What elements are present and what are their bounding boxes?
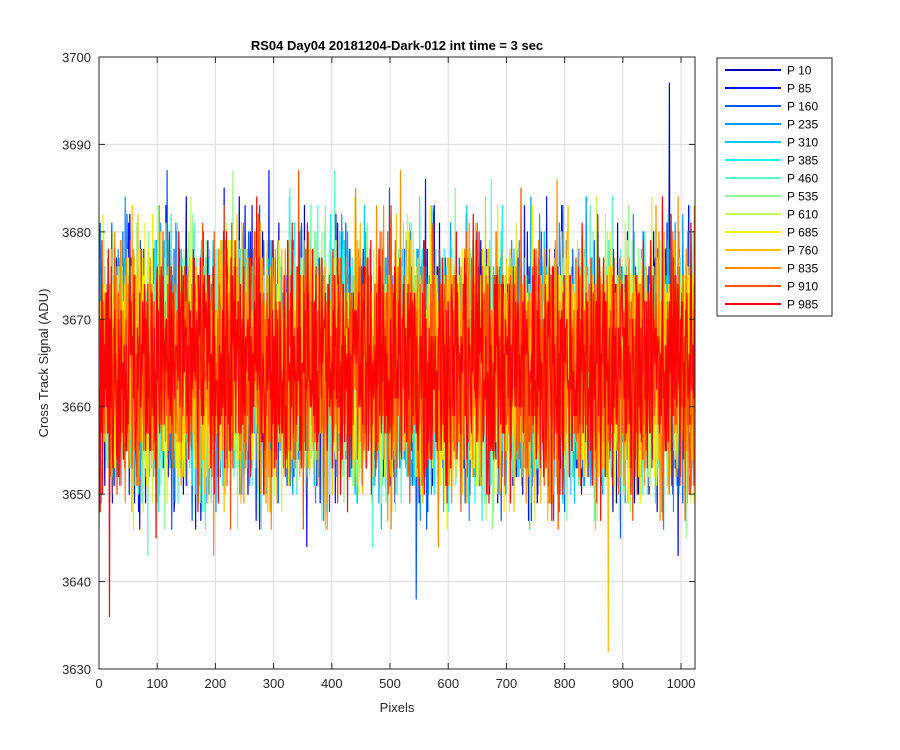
legend-entry-label: P 85	[787, 82, 812, 96]
axis-ticks: 0 100 200 300 400 500 600 700 800 900 1000 3630 3640…	[62, 50, 695, 691]
x-tick-label: 1000	[667, 676, 696, 691]
legend-entry-label: P 385	[787, 154, 818, 168]
legend-entry-label: P 760	[787, 244, 818, 258]
series-layer	[99, 82, 695, 653]
y-axis-label: Cross Track Signal (ADU)	[36, 289, 51, 438]
legend-entry-label: P 685	[787, 226, 818, 240]
legend-entry-label: P 10	[787, 64, 812, 78]
legend-entry-label: P 535	[787, 190, 818, 204]
x-tick-label: 0	[95, 676, 102, 691]
x-tick-label: 500	[379, 676, 401, 691]
y-tick-label: 3660	[62, 400, 91, 415]
plot-area-frame	[98, 56, 696, 670]
legend-entry-label: P 235	[787, 118, 818, 132]
x-tick-label: 200	[205, 676, 227, 691]
x-tick-label: 300	[263, 676, 285, 691]
x-tick-label: 800	[554, 676, 576, 691]
y-tick-label: 3690	[62, 137, 91, 152]
legend-box	[716, 57, 833, 317]
legend-entry-label: P 610	[787, 208, 818, 222]
legend-entry-label: P 910	[787, 280, 818, 294]
legend-entry-label: P 985	[787, 298, 818, 312]
legend-entry-label: P 835	[787, 262, 818, 276]
legend: P 10 P 85 P 160 P 235 P 310 P 385 P 460 P 535 P …	[716, 57, 833, 317]
x-tick-label: 900	[612, 676, 634, 691]
x-tick-label: 700	[496, 676, 518, 691]
legend-entry-label: P 310	[787, 136, 818, 150]
y-tick-label: 3640	[62, 575, 91, 590]
y-tick-label: 3650	[62, 487, 91, 502]
y-tick-label: 3700	[62, 50, 91, 65]
y-tick-label: 3680	[62, 225, 91, 240]
chart-title: RS04 Day04 20181204-Dark-012 int time = …	[251, 38, 543, 53]
series-line-p-985	[99, 196, 695, 618]
x-tick-label: 100	[146, 676, 168, 691]
x-axis-label: Pixels	[380, 700, 415, 715]
legend-entry-label: P 460	[787, 172, 818, 186]
legend-entry-label: P 160	[787, 100, 818, 114]
x-tick-label: 400	[321, 676, 343, 691]
y-tick-label: 3630	[62, 662, 91, 677]
y-tick-label: 3670	[62, 312, 91, 327]
x-tick-label: 600	[437, 676, 459, 691]
